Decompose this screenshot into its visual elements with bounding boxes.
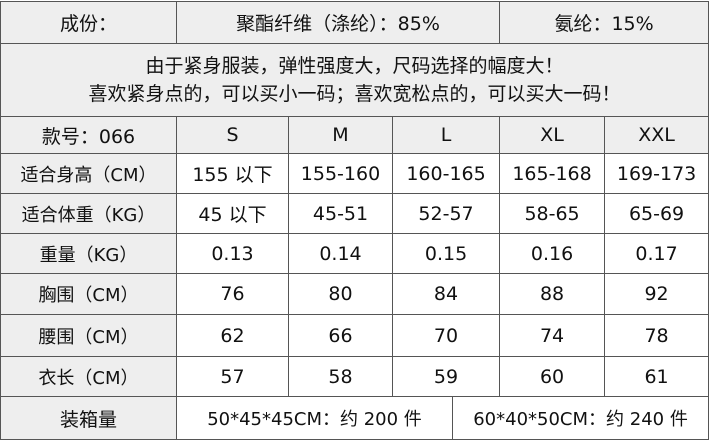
composition-row: 成份： 聚酯纤维（涤纶）：85% 氨纶：15% — [0, 1, 709, 44]
table-cell: 59 — [391, 356, 501, 397]
table-cell: 0.15 — [391, 233, 501, 274]
table-cell: 66 — [288, 314, 393, 357]
note-row: 由于紧身服装，弹性强度大，尺码选择的幅度大！ 喜欢紧身点的，可以买小一码；喜欢宽… — [0, 43, 709, 117]
style-number: 款号：066 — [0, 116, 177, 154]
size-l: L — [391, 116, 501, 154]
table-cell: 76 — [176, 273, 289, 315]
table-cell: 65-69 — [604, 193, 709, 234]
table-cell: 80 — [288, 273, 393, 315]
table-cell: 57 — [176, 356, 289, 397]
table-cell: 52-57 — [391, 193, 501, 234]
size-s: S — [176, 116, 289, 154]
table-cell: 74 — [499, 314, 606, 357]
table-cell: 58-65 — [499, 193, 606, 234]
table-row: 适合体重（KG） 45 以下 45-51 52-57 58-65 65-69 — [0, 193, 709, 234]
packing-option-2: 60*40*50CM：约 240 件 — [451, 396, 709, 440]
table-row: 重量（KG） 0.13 0.14 0.15 0.16 0.17 — [0, 233, 709, 274]
size-xxl: XXL — [604, 116, 709, 154]
table-cell: 58 — [288, 356, 393, 397]
table-cell: 155 以下 — [176, 153, 289, 194]
table-cell: 155-160 — [288, 153, 393, 194]
composition-label: 成份： — [0, 1, 177, 44]
table-cell: 45 以下 — [176, 193, 289, 234]
table-cell: 165-168 — [499, 153, 606, 194]
size-xl: XL — [499, 116, 606, 154]
table-cell: 0.17 — [604, 233, 709, 274]
table-cell: 0.13 — [176, 233, 289, 274]
table-cell: 160-165 — [391, 153, 501, 194]
table-row: 衣长（CM） 57 58 59 60 61 — [0, 356, 709, 397]
table-cell: 169-173 — [604, 153, 709, 194]
table-cell: 88 — [499, 273, 606, 315]
note-line-2: 喜欢紧身点的，可以买小一码；喜欢宽松点的，可以买大一码！ — [88, 83, 621, 105]
table-row: 腰围（CM） 62 66 70 74 78 — [0, 314, 709, 357]
note-line-1: 由于紧身服装，弹性强度大，尺码选择的幅度大！ — [145, 55, 564, 77]
row-label: 重量（KG） — [0, 233, 177, 274]
row-label: 胸围（CM） — [0, 273, 177, 315]
packing-label: 装箱量 — [0, 396, 177, 440]
size-header-row: 款号：066 S M L XL XXL — [0, 116, 709, 154]
table-row: 胸围（CM） 76 80 84 88 92 — [0, 273, 709, 315]
table-cell: 84 — [391, 273, 501, 315]
table-cell: 61 — [604, 356, 709, 397]
table-row: 适合身高（CM） 155 以下 155-160 160-165 165-168 169-1… — [0, 153, 709, 194]
size-m: M — [288, 116, 393, 154]
material-spandex: 氨纶：15% — [499, 1, 709, 44]
table-cell: 78 — [604, 314, 709, 357]
packing-row: 装箱量 50*45*45CM：约 200 件 60*40*50CM：约 240 … — [0, 396, 709, 440]
table-cell: 60 — [499, 356, 606, 397]
material-polyester: 聚酯纤维（涤纶）：85% — [175, 1, 501, 44]
packing-option-1: 50*45*45CM：约 200 件 — [176, 396, 453, 440]
size-note: 由于紧身服装，弹性强度大，尺码选择的幅度大！ 喜欢紧身点的，可以买小一码；喜欢宽… — [0, 43, 709, 117]
row-label: 适合体重（KG） — [0, 193, 177, 234]
table-cell: 0.14 — [288, 233, 393, 274]
row-label: 适合身高（CM） — [0, 153, 177, 194]
table-cell: 45-51 — [288, 193, 393, 234]
table-cell: 0.16 — [499, 233, 606, 274]
row-label: 衣长（CM） — [0, 356, 177, 397]
table-cell: 92 — [604, 273, 709, 315]
row-label: 腰围（CM） — [0, 314, 177, 357]
table-cell: 70 — [391, 314, 501, 357]
table-cell: 62 — [176, 314, 289, 357]
